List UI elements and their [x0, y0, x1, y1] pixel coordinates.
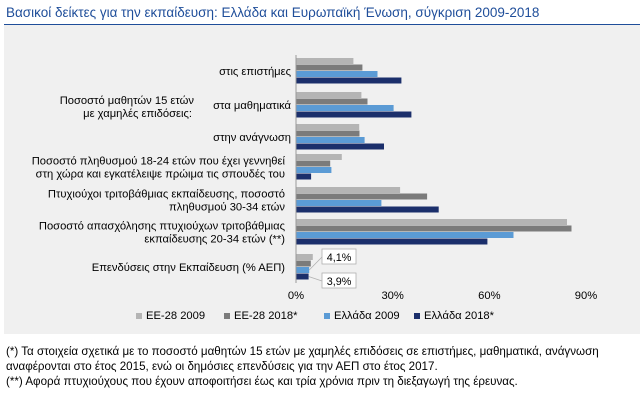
- bar: [296, 273, 309, 280]
- bar: [296, 254, 313, 260]
- data-label: 3,9%: [327, 276, 352, 288]
- category-label: στα μαθηματικά: [213, 100, 291, 112]
- annotation-leader: [308, 276, 323, 282]
- category-label: Ποσοστό πληθυσμού 18-24 ετών που έχει γε…: [32, 156, 286, 168]
- legend-label: Ελλάδα 2009: [334, 310, 400, 322]
- data-label: 4,1%: [327, 252, 352, 264]
- chart-panel: στις επιστήμες στα μαθηματικά στην ανάγνωσ…: [4, 25, 640, 334]
- x-tick-label: 0%: [288, 290, 304, 302]
- bar: [296, 260, 311, 267]
- bar: [296, 225, 572, 232]
- footnotes: (*) Τα στοιχεία σχετικά με το ποσοστό μα…: [6, 344, 640, 389]
- bar: [296, 167, 332, 173]
- bar: [296, 238, 488, 245]
- bar: [296, 98, 368, 105]
- category-label: εκπαίδευσης 20-34 ετών (**): [144, 234, 285, 246]
- bar: [296, 200, 382, 206]
- legend-swatch: [136, 313, 142, 319]
- bar: [296, 206, 439, 213]
- group-label: Ποσοστό μαθητών 15 ετών: [60, 95, 195, 107]
- bar: [296, 77, 402, 84]
- legend-swatch: [224, 313, 230, 319]
- bar: [296, 154, 342, 160]
- category-label: στις επιστήμες: [219, 66, 291, 78]
- bar: [296, 130, 360, 137]
- bar: [296, 64, 363, 71]
- bar: [296, 105, 394, 111]
- bar: [296, 111, 412, 118]
- annotation-box: [321, 248, 357, 265]
- footnote-line: αναφέρονται στο έτος 2015, ενώ οι δημόσι…: [6, 360, 438, 373]
- bar: [296, 137, 365, 143]
- x-tick-label: 30%: [381, 290, 403, 302]
- bar: [296, 193, 428, 200]
- legend-label: Ελλάδα 2018*: [424, 310, 495, 322]
- footnote-line: (**) Αφορά πτυχιούχους που έχουν αποφοιτ…: [6, 375, 518, 388]
- category-label: Ποσοστό απασχόλησης πτυχιούχων τριτοβάθμ…: [39, 221, 286, 233]
- title-underline: [4, 24, 640, 25]
- bar: [296, 160, 331, 167]
- annotation-leader: [308, 256, 323, 271]
- bar: [296, 219, 567, 225]
- chart-title: Βασικοί δείκτες για την εκπαίδευση: Ελλά…: [6, 5, 540, 20]
- legend-label: ΕΕ-28 2018*: [234, 310, 298, 322]
- bar: [296, 124, 360, 130]
- bar: [296, 232, 514, 238]
- annotation-box: [321, 272, 357, 289]
- x-tick-label: 60%: [478, 290, 500, 302]
- bar: [296, 267, 310, 273]
- bar: [296, 71, 378, 77]
- bar: [296, 58, 354, 64]
- category-label: Πτυχιούχοι τριτοβάθμιας εκπαίδευσης, ποσ…: [48, 189, 285, 201]
- bar: [296, 143, 384, 150]
- category-label: στη χώρα και εγκατέλειψε πρώιμα τις σπου…: [36, 169, 285, 181]
- group-label: με χαμηλές επιδόσεις:: [83, 108, 192, 120]
- bar: [296, 92, 362, 98]
- x-tick-label: 90%: [575, 290, 597, 302]
- legend-label: ΕΕ-28 2009: [146, 310, 205, 322]
- footnote-line: (*) Τα στοιχεία σχετικά με το ποσοστό μα…: [6, 345, 599, 358]
- bar: [296, 173, 312, 180]
- bar-chart: στις επιστήμες στα μαθηματικά στην ανάγνωσ…: [32, 55, 597, 322]
- legend-swatch: [414, 313, 420, 319]
- bar: [296, 187, 401, 193]
- category-label: Επενδύσεις στην Εκπαίδευση (% ΑΕΠ): [92, 262, 286, 274]
- category-label: πληθυσμού 30-34 ετών: [169, 202, 285, 214]
- category-label: στην ανάγνωση: [213, 132, 291, 144]
- legend-swatch: [324, 313, 330, 319]
